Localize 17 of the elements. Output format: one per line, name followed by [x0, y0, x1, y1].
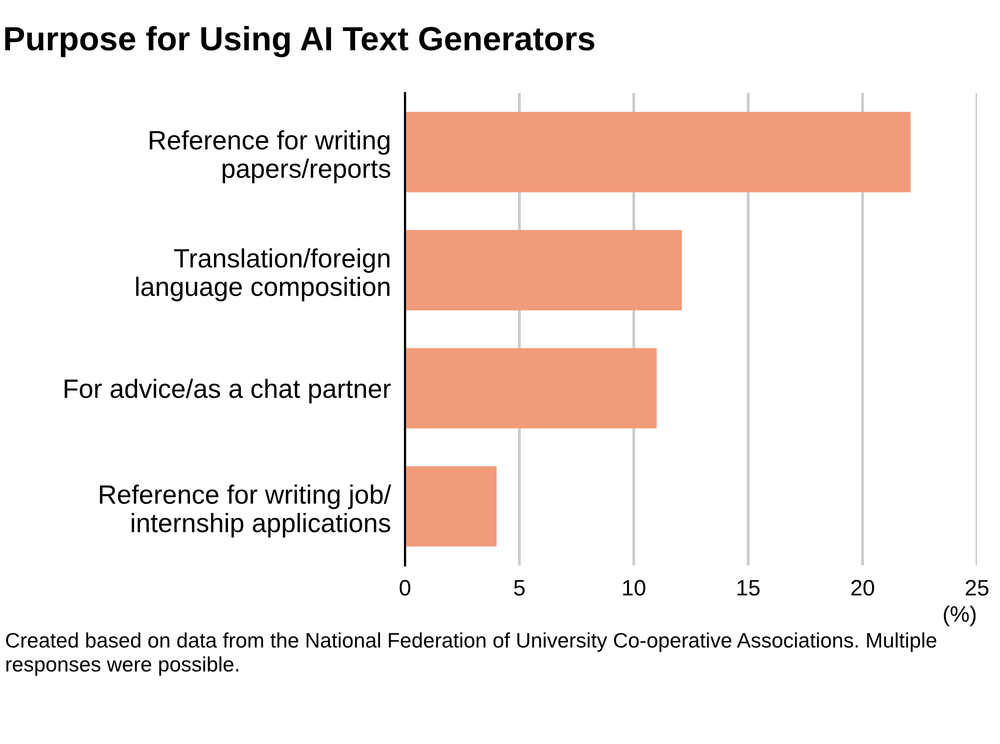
bar: [405, 348, 657, 428]
y-tick-label: For advice/as a chat partner: [64, 378, 391, 404]
chart-title: Purpose for Using AI Text Generators: [5, 26, 594, 58]
bar: [405, 230, 682, 310]
bar: [405, 466, 497, 547]
x-axis-title: (%): [944, 606, 976, 626]
x-tick-label: 5: [514, 580, 525, 596]
x-tick-label: 0: [400, 580, 410, 596]
x-tick-label: 15: [738, 580, 760, 596]
y-tick-label: Reference for writing job/ internship applications: [100, 484, 392, 538]
y-tick-label: Reference for writing papers/reports: [150, 130, 390, 184]
text: Created based on data from the National Federation of University Co-operative Associations. Multiple responses were possible.: [6, 632, 936, 676]
x-tick-label: 20: [851, 580, 874, 596]
y-tick-label: Translation/foreign language composition: [136, 248, 390, 302]
x-tick-label: 10: [623, 580, 646, 596]
x-tick-label: 25: [966, 580, 988, 596]
bar: [405, 112, 911, 192]
